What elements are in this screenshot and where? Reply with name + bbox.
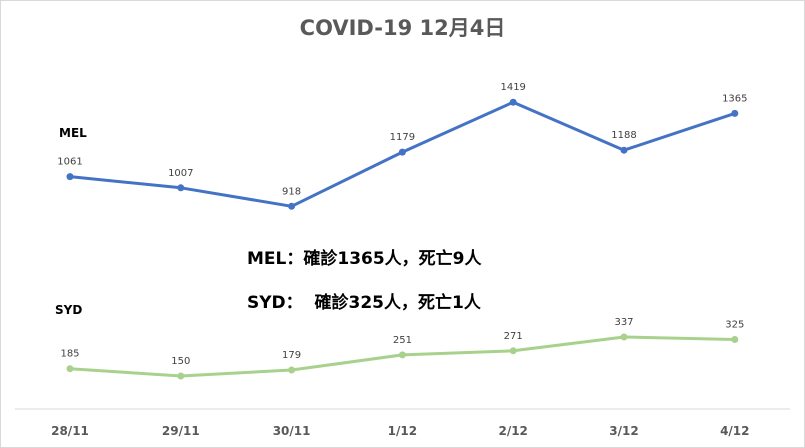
- data-point[interactable]: [177, 372, 185, 380]
- x-tick-label: 4/12: [720, 424, 749, 438]
- data-label: 1188: [611, 130, 636, 141]
- x-tick-label: 1/12: [388, 424, 417, 438]
- data-point[interactable]: [620, 333, 628, 341]
- data-label: 918: [282, 186, 301, 197]
- data-point[interactable]: [177, 184, 185, 192]
- x-tick-label: 3/12: [609, 424, 638, 438]
- data-point[interactable]: [731, 109, 739, 117]
- data-label: 1365: [722, 93, 747, 104]
- data-label: 1007: [168, 168, 193, 179]
- series-layer: 1061 1007 918 1179 1419 1188 1365 185 150 179 251 2…: [57, 82, 748, 380]
- data-label: 1419: [500, 82, 525, 93]
- data-label: 251: [393, 335, 412, 346]
- data-point[interactable]: [509, 98, 517, 106]
- data-label: 337: [614, 317, 633, 328]
- x-tick-label: 2/12: [498, 424, 527, 438]
- data-point[interactable]: [620, 146, 628, 154]
- x-tick-label: 28/11: [51, 424, 89, 438]
- x-tick-label: 30/11: [273, 424, 311, 438]
- data-label: 271: [504, 331, 523, 342]
- data-point[interactable]: [288, 202, 296, 210]
- summary-syd: SYD： 確診325人，死亡1人: [247, 293, 481, 313]
- data-label: 179: [282, 350, 301, 361]
- data-label: 150: [171, 356, 190, 367]
- series-label-syd: SYD: [55, 303, 83, 317]
- data-point[interactable]: [509, 347, 517, 355]
- series-label-mel: MEL: [59, 126, 87, 140]
- data-point[interactable]: [398, 148, 406, 156]
- x-axis-labels: 28/11 29/11 30/11 1/12 2/12 3/12 4/12: [51, 424, 749, 438]
- data-label: 1179: [390, 132, 415, 143]
- data-point[interactable]: [66, 365, 74, 373]
- x-tick-label: 29/11: [162, 424, 200, 438]
- data-point[interactable]: [398, 351, 406, 359]
- data-label: 185: [60, 349, 79, 360]
- data-point[interactable]: [66, 173, 74, 181]
- summary-mel: MEL：確診1365人，死亡9人: [247, 249, 482, 269]
- data-point[interactable]: [288, 366, 296, 374]
- data-label: 1061: [57, 157, 82, 168]
- data-point[interactable]: [731, 336, 739, 343]
- chart-title: COVID-19 12月4日: [299, 16, 506, 40]
- data-label: 325: [725, 320, 744, 331]
